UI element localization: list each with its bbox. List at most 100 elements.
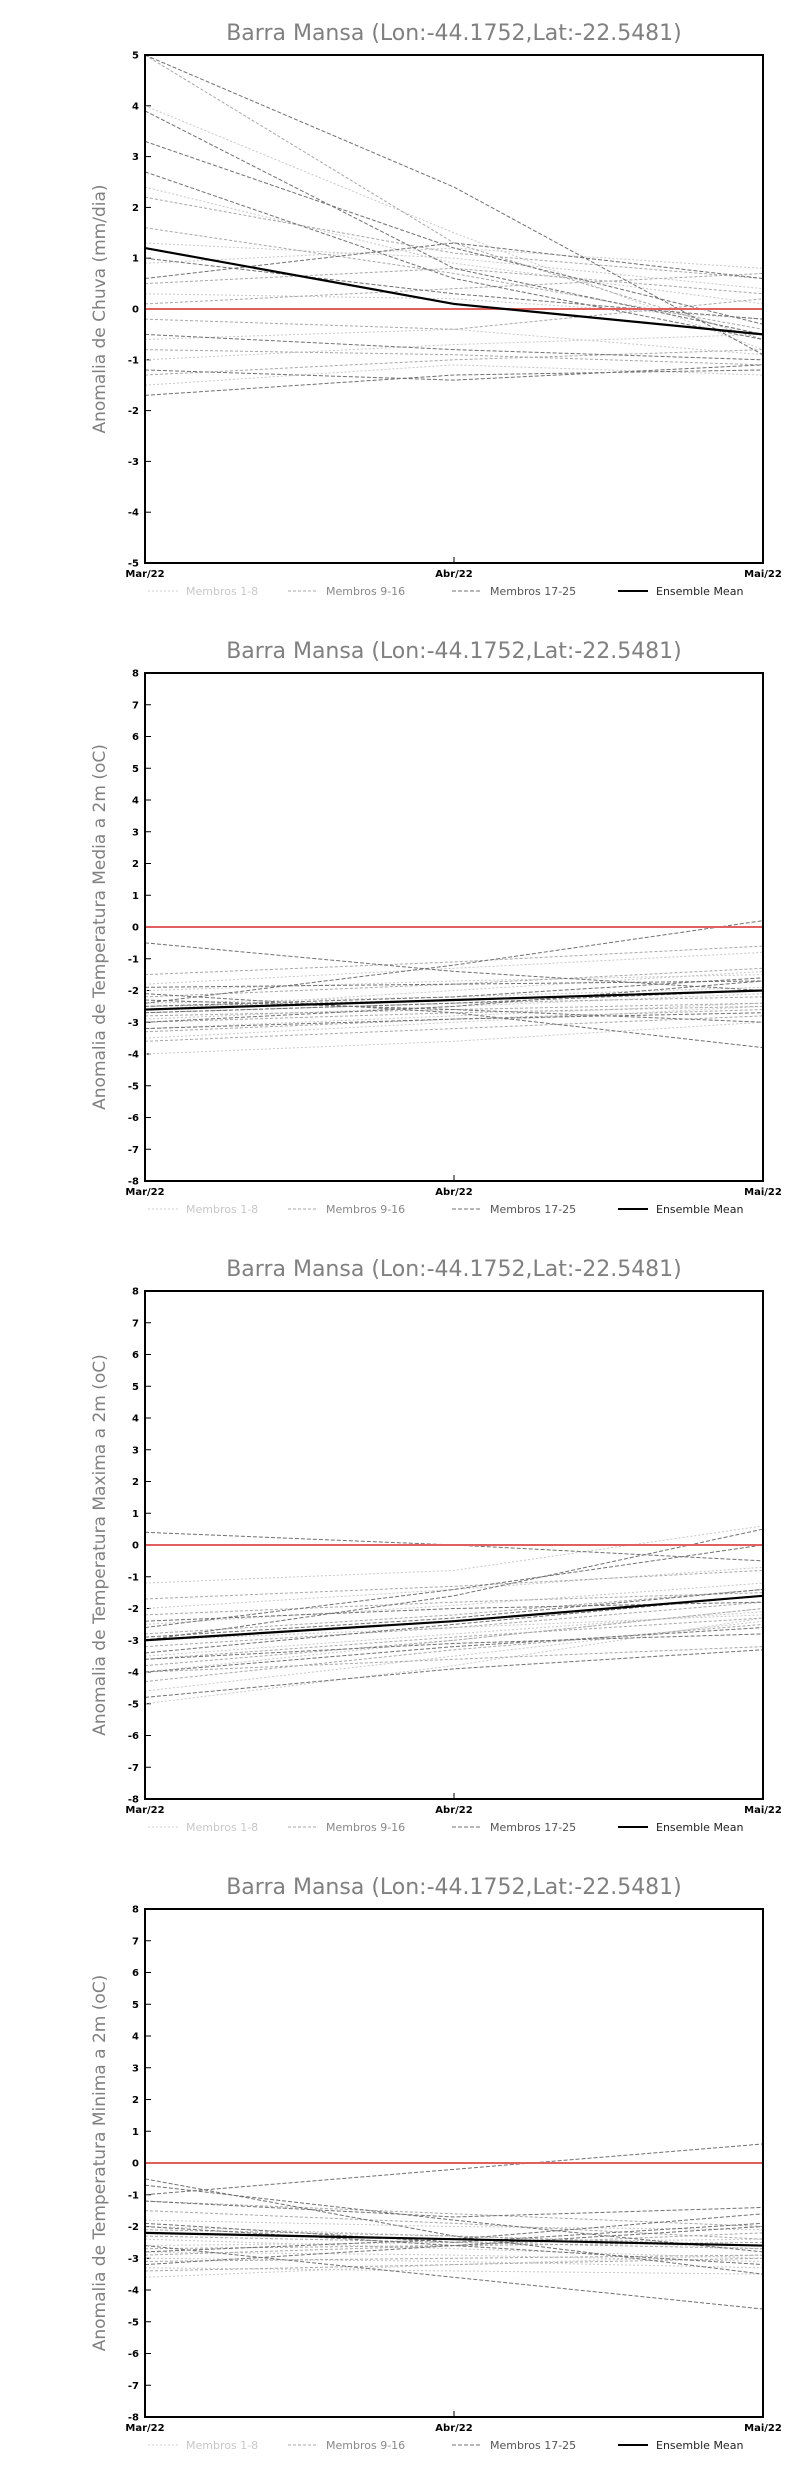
- series-members-1-8-8: [145, 2238, 763, 2259]
- y-tick-label: -2: [128, 1604, 139, 1615]
- series-ensemble-mean: [145, 1594, 763, 1642]
- series-members-9-16-5: [145, 1592, 763, 1616]
- legend-label: Membros 1-8: [186, 1821, 258, 1834]
- y-tick-label: 2: [132, 2095, 139, 2106]
- legend-label: Ensemble Mean: [656, 2439, 743, 2452]
- y-tick-label: 4: [132, 1414, 139, 1425]
- series-members-17-25-2: [145, 2143, 763, 2196]
- chart-title: Barra Mansa (Lon:-44.1752,Lat:-22.5481): [226, 1875, 682, 1900]
- series-members-9-16-3: [145, 967, 763, 998]
- y-tick-label: 0: [132, 2159, 139, 2170]
- y-tick-label: -5: [128, 1081, 139, 1092]
- series-members-9-16-7: [145, 1588, 763, 1635]
- series-members-9-16-1: [145, 2210, 763, 2240]
- y-tick-label: -7: [128, 2381, 139, 2392]
- series-members-1-8-2: [145, 2257, 763, 2269]
- series-members-9-16-7: [145, 349, 763, 366]
- series-members-17-25-1: [145, 55, 763, 356]
- series-members-17-25-2: [145, 920, 763, 1004]
- series-members-17-25-8: [145, 257, 763, 320]
- series-members-9-16-7: [145, 2254, 763, 2262]
- y-tick-label: -1: [128, 954, 139, 965]
- series-members-1-8-1: [145, 1021, 763, 1055]
- series-members-9-16-1: [145, 1005, 763, 1023]
- y-tick-label: -4: [128, 1050, 139, 1061]
- x-tick-label: Mai/22: [744, 1187, 782, 1198]
- series-members-17-25-5: [145, 1627, 763, 1673]
- series-ensemble-mean: [145, 2231, 763, 2247]
- plot-area: [145, 1525, 763, 1705]
- series-members-17-25-5: [145, 333, 763, 361]
- chart-panel-4: Barra Mansa (Lon:-44.1752,Lat:-22.5481) A…: [90, 1875, 782, 2452]
- y-tick-label: 3: [132, 827, 139, 838]
- series-members-1-8-3: [145, 293, 763, 320]
- legend-label: Membros 1-8: [186, 1203, 258, 1216]
- series-members-17-25-7: [145, 1012, 763, 1030]
- y-tick-label: 4: [132, 796, 139, 807]
- series-members-1-8-4: [145, 970, 763, 1011]
- series-members-17-25-9: [145, 364, 763, 381]
- series-members-9-16-3: [145, 267, 763, 295]
- series-members-1-8-7: [145, 2251, 763, 2262]
- x-tick-label: Abr/22: [435, 1805, 472, 1816]
- x-tick-label: Mar/22: [125, 569, 164, 580]
- plot-frame: [144, 672, 764, 1182]
- x-tick-label: Mar/22: [125, 2423, 164, 2434]
- series-members-17-25-1: [145, 2178, 763, 2275]
- chart-title: Barra Mansa (Lon:-44.1752,Lat:-22.5481): [226, 639, 682, 664]
- series-ensemble-mean: [145, 246, 763, 336]
- chart-panel-2: Barra Mansa (Lon:-44.1752,Lat:-22.5481) A…: [90, 639, 782, 1216]
- legend: Membros 1-8 Membros 9-16 Membros 17-25 Ense…: [148, 1821, 743, 1834]
- series-members-17-25-3: [145, 2245, 763, 2310]
- y-tick-label: 5: [132, 2000, 139, 2011]
- series-members-9-16-5: [145, 2200, 763, 2227]
- series-members-17-25-2: [145, 110, 763, 335]
- y-tick-label: -8: [128, 2413, 139, 2424]
- series-members-1-8-5: [145, 333, 763, 361]
- y-tick-label: -7: [128, 1763, 139, 1774]
- series-members-17-25-4: [145, 171, 763, 340]
- series-members-9-16-2: [145, 2232, 763, 2256]
- y-tick-label: 7: [132, 1936, 139, 1947]
- y-axis-label: Anomalia de Chuva (mm/dia): [90, 184, 110, 433]
- y-axis-label: Anomalia de Temperatura Media a 2m (oC): [90, 744, 110, 1110]
- chart-title: Barra Mansa (Lon:-44.1752,Lat:-22.5481): [226, 1257, 682, 1282]
- plot-frame: [144, 1908, 764, 2418]
- series-members-1-8-6: [145, 1005, 763, 1039]
- x-tick-label: Mar/22: [125, 1805, 164, 1816]
- series-members-9-16-6: [145, 1646, 763, 1673]
- x-tick-label: Mai/22: [744, 2423, 782, 2434]
- series-members-17-25-7: [145, 2226, 763, 2266]
- series-members-1-8-1: [145, 2254, 763, 2278]
- series-members-9-16-8: [145, 1617, 763, 1660]
- y-tick-label: 3: [132, 152, 139, 163]
- y-tick-label: -4: [128, 2286, 139, 2297]
- y-tick-label: 5: [132, 51, 139, 62]
- series-members-9-16-3: [145, 1623, 763, 1683]
- y-tick-label: 2: [132, 859, 139, 870]
- legend-label: Membros 9-16: [326, 1203, 405, 1216]
- y-tick-label: -8: [128, 1795, 139, 1806]
- y-tick-label: -8: [128, 1177, 139, 1188]
- y-tick-label: 2: [132, 203, 139, 214]
- legend-label: Membros 17-25: [490, 2439, 576, 2452]
- y-tick-label: -6: [128, 2349, 139, 2360]
- x-tick-label: Abr/22: [435, 569, 472, 580]
- y-tick-label: -3: [128, 1018, 139, 1029]
- plot-frame: [144, 1290, 764, 1800]
- legend: Membros 1-8 Membros 9-16 Membros 17-25 Ense…: [148, 1203, 743, 1216]
- legend-label: Membros 9-16: [326, 585, 405, 598]
- series-members-1-8-8: [145, 951, 763, 985]
- y-tick-label: 6: [132, 732, 139, 743]
- legend: Membros 1-8 Membros 9-16 Membros 17-25 Ense…: [148, 585, 743, 598]
- series-members-17-25-7: [145, 1633, 763, 1660]
- series-members-17-25-1: [145, 1531, 763, 1562]
- y-tick-label: -2: [128, 2222, 139, 2233]
- series-members-1-8-5: [145, 2267, 763, 2275]
- x-tick-label: Abr/22: [435, 2423, 472, 2434]
- y-tick-label: 4: [132, 101, 139, 112]
- series-members-17-25-9: [145, 1588, 763, 1638]
- y-tick-label: 8: [132, 1287, 139, 1298]
- series-members-9-16-4: [145, 1601, 763, 1648]
- y-tick-label: 0: [132, 923, 139, 934]
